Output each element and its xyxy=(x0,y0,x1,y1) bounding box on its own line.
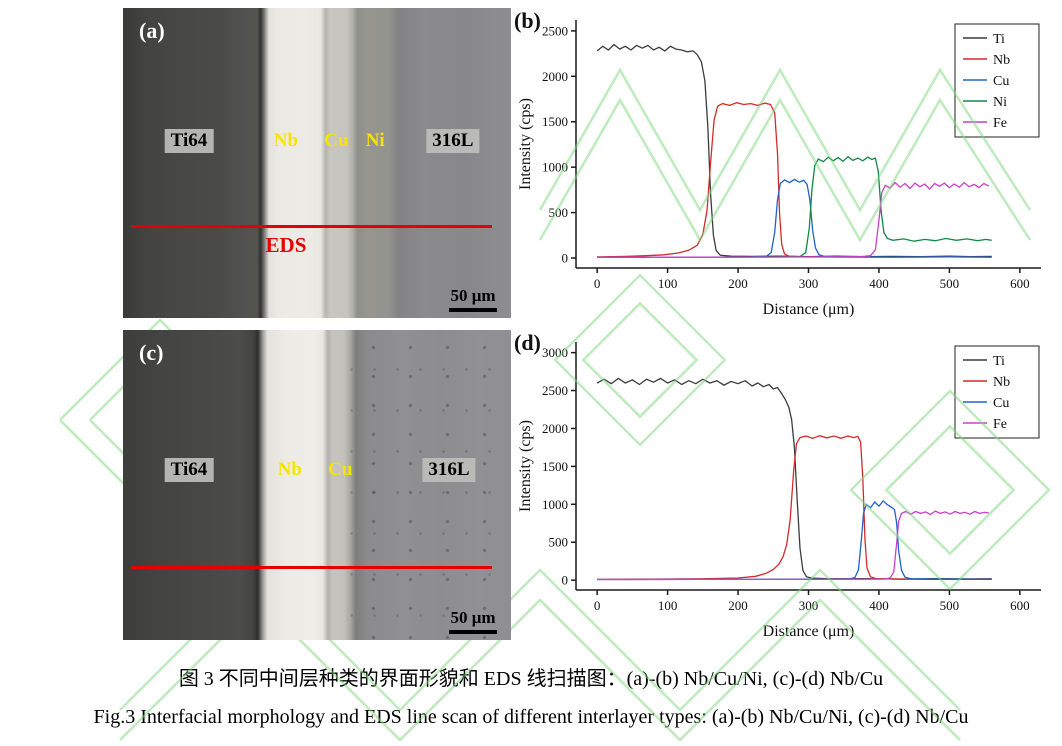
caption-english: Fig.3 Interfacial morphology and EDS lin… xyxy=(93,706,969,728)
svg-text:100: 100 xyxy=(658,276,678,291)
eds-chart-svg: 0 100 200 300 400 500 600 0 500 1000 1500 2000 2500 3… xyxy=(517,342,1041,640)
chart-panel-b: (b) 0 100 200 300 400 500 600 0 500 1000 1500 2000 2… xyxy=(512,6,1057,324)
caption-chinese: 图 3 不同中间层种类的界面形貌和 EDS 线扫描图：(a)-(b) Nb/Cu… xyxy=(178,668,884,690)
svg-text:600: 600 xyxy=(1010,598,1030,613)
series-line-Fe xyxy=(597,181,990,258)
chart-panel-d: (d) 0 100 200 300 400 500 600 0 500 1000 1500 2000 2… xyxy=(512,328,1057,646)
svg-text:0: 0 xyxy=(562,573,569,588)
eds-plot-b: 0 100 200 300 400 500 600 0 500 1000 1500 2000 2500 D… xyxy=(512,6,1057,324)
sem-image-a: (a) Ti64 Nb Cu Ni 316L EDS 50 μm xyxy=(123,8,511,318)
svg-text:0: 0 xyxy=(562,251,569,266)
series-line-Cu xyxy=(597,178,992,258)
legend-label: Nb xyxy=(993,375,1010,390)
eds-line xyxy=(130,565,492,569)
legend-label: Nb xyxy=(993,53,1010,68)
svg-text:300: 300 xyxy=(799,276,819,291)
legend-label: Fe xyxy=(993,116,1007,131)
legend-label: Ti xyxy=(993,32,1005,47)
legend: Ti Nb Cu Fe xyxy=(954,345,1040,439)
svg-text:0: 0 xyxy=(594,598,601,613)
region-label-c-316l: 316L xyxy=(422,457,476,482)
svg-text:2000: 2000 xyxy=(542,421,568,436)
legend-label: Ti xyxy=(993,354,1005,369)
eds-label: EDS xyxy=(265,232,307,257)
svg-text:3000: 3000 xyxy=(542,345,568,360)
x-axis-title: Distance (μm) xyxy=(763,623,855,640)
scale-bar-text: 50 μm xyxy=(450,608,496,628)
panel-label-b: (b) xyxy=(514,8,541,33)
svg-text:500: 500 xyxy=(940,276,960,291)
legend-label: Ni xyxy=(993,95,1007,110)
region-label-a-cu: Cu xyxy=(324,130,349,152)
svg-text:2000: 2000 xyxy=(542,69,568,84)
series-line-Fe xyxy=(597,510,990,581)
svg-text:2500: 2500 xyxy=(542,23,568,38)
legend-label: Cu xyxy=(993,74,1009,89)
y-axis-title: Intensity (cps) xyxy=(517,420,534,512)
svg-text:400: 400 xyxy=(869,598,889,613)
svg-text:500: 500 xyxy=(940,598,960,613)
y-axis-title: Intensity (cps) xyxy=(517,98,534,190)
scale-bar-line xyxy=(449,630,497,634)
svg-text:1000: 1000 xyxy=(542,497,568,512)
svg-text:400: 400 xyxy=(869,276,889,291)
scale-bar-text: 50 μm xyxy=(450,286,496,306)
svg-text:500: 500 xyxy=(549,205,569,220)
sem-image-c: (c) Ti64 Nb Cu 316L 50 μm xyxy=(123,330,511,640)
region-label-a-ni: Ni xyxy=(365,130,385,152)
scale-bar-line xyxy=(449,308,497,312)
x-axis-title: Distance (μm) xyxy=(763,301,855,318)
legend-label: Cu xyxy=(993,396,1009,411)
scale-bar: 50 μm xyxy=(449,287,497,312)
svg-text:100: 100 xyxy=(658,598,678,613)
legend: Ti Nb Cu Ni Fe xyxy=(954,23,1040,138)
svg-text:1000: 1000 xyxy=(542,160,568,175)
series-line-Ni xyxy=(597,155,992,258)
scale-bar: 50 μm xyxy=(449,609,497,634)
region-label-a-ti64: Ti64 xyxy=(164,129,214,154)
svg-text:200: 200 xyxy=(728,598,748,613)
eds-line xyxy=(130,225,492,228)
legend-label: Fe xyxy=(993,417,1007,432)
eds-plot-d: 0 100 200 300 400 500 600 0 500 1000 1500 2000 2500 3… xyxy=(512,328,1057,646)
panel-label-c: (c) xyxy=(139,340,164,365)
svg-text:1500: 1500 xyxy=(542,459,568,474)
panel-label-d: (d) xyxy=(514,330,541,355)
svg-text:300: 300 xyxy=(799,598,819,613)
region-label-a-316l: 316L xyxy=(426,129,480,154)
svg-text:500: 500 xyxy=(549,535,569,550)
region-label-c-nb: Nb xyxy=(277,458,302,480)
eds-chart-svg: 0 100 200 300 400 500 600 0 500 1000 1500 2000 2500 D… xyxy=(517,20,1041,318)
series-line-Ti xyxy=(596,377,992,580)
region-label-a-nb: Nb xyxy=(273,130,299,152)
svg-text:0: 0 xyxy=(594,276,601,291)
svg-text:200: 200 xyxy=(728,276,748,291)
region-label-c-cu: Cu xyxy=(328,458,353,480)
svg-text:2500: 2500 xyxy=(542,383,568,398)
svg-text:600: 600 xyxy=(1010,276,1030,291)
series-line-Ti xyxy=(596,43,992,258)
panel-label-a: (a) xyxy=(139,18,165,43)
svg-text:1500: 1500 xyxy=(542,114,568,129)
region-label-c-ti64: Ti64 xyxy=(164,457,214,482)
